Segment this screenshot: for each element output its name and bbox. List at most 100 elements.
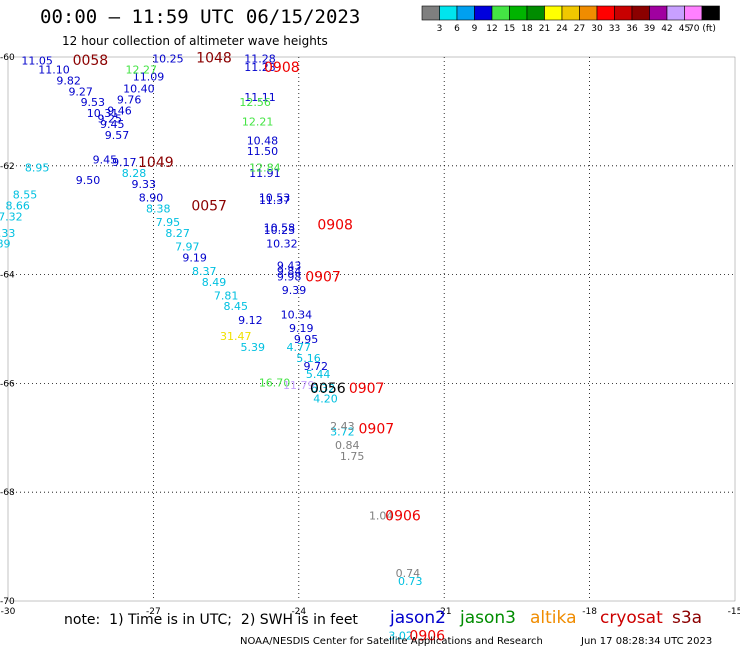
swh-label: 8.37 (192, 265, 217, 278)
colorbar-label: 18 (521, 24, 533, 34)
swh-label: 4.77 (287, 341, 312, 354)
colorbar-label: 70 (ft) (688, 24, 716, 34)
swh-label: 11.23 (244, 61, 276, 74)
series-altika: 31.47 (220, 330, 252, 343)
swh-label: 12.56 (239, 96, 271, 109)
swh-label: 1.04 (369, 510, 394, 523)
swh-label: 0.84 (335, 439, 360, 452)
y-tick-label: -64 (0, 271, 15, 281)
swh-label: 9.72 (304, 360, 329, 373)
swh-label: 11.91 (249, 167, 281, 180)
pass-time-label: 0058 (73, 53, 109, 69)
colorbar-label: 27 (574, 24, 585, 34)
mission-cryosat: cryosat (600, 608, 663, 628)
colorbar-label: 39 (644, 24, 656, 34)
swh-label: 5.44 (306, 368, 331, 381)
colorbar-label: 45 (679, 24, 690, 34)
x-tick-label: -18 (582, 607, 597, 617)
swh-label: 11.09 (133, 71, 165, 84)
y-tick-label: -60 (0, 53, 15, 63)
swh-label: 9.84 (277, 265, 302, 278)
swh-label: 1.75 (340, 450, 365, 463)
y-tick-label: -70 (0, 597, 15, 607)
pass-time-label: 0908 (264, 60, 300, 76)
x-tick-label: -27 (146, 607, 161, 617)
swh-label: 2.43 (330, 420, 355, 433)
pass-time-label: 0908 (317, 218, 353, 234)
swh-label: 9.45 (100, 118, 125, 131)
swh-label: 5.16 (296, 352, 321, 365)
x-tick-label: -30 (1, 607, 16, 617)
plot-border (7, 56, 736, 602)
colorbar-label: 30 (591, 24, 603, 34)
x-tick-label: -24 (291, 607, 306, 617)
swh-label: 12.27 (126, 64, 158, 77)
y-tick-label: -62 (0, 162, 15, 172)
footer-note: note: 1) Time is in UTC; 2) SWH is in fe… (64, 612, 358, 628)
y-tick-label: -66 (0, 379, 15, 389)
series-s3a: 11.79 2.43 0.841.75 1.04 0.74 (283, 379, 420, 580)
swh-label: 16.70 (259, 376, 291, 389)
swh-label: 9.57 (105, 129, 130, 142)
credit-text: NOAA/NESDIS Center for Satellite Applica… (240, 636, 543, 647)
pass-time-label: 0906 (385, 509, 421, 525)
swh-label: 6.89 (0, 238, 11, 251)
swh-label: 8.33 (0, 227, 15, 240)
swh-label: 8.49 (202, 276, 227, 289)
swh-label: 9.46 (107, 104, 132, 117)
swh-label: 9.76 (117, 94, 142, 107)
swh-label: 9.50 (76, 174, 101, 187)
swh-label: 11.11 (244, 91, 276, 104)
axis-ticks: -30 -27 -24 -21 -18 -15 -60 -62 -64 -66 -68 -70 (0, 53, 740, 617)
pass-time-label: 0906 (409, 628, 445, 644)
swh-label: 10.25 (152, 53, 184, 66)
swh-label: 10.58 (264, 221, 296, 234)
swh-label: 3.72 (330, 425, 355, 438)
pass-time-label: 0907 (359, 422, 395, 438)
swh-label: 8.28 (122, 167, 147, 180)
swh-label: 7.97 (175, 240, 200, 253)
swh-label: 8.90 (139, 191, 164, 204)
swh-label: 9.45 (93, 153, 118, 166)
x-tick-label: -21 (437, 607, 452, 617)
pass-time-label: 0056 (310, 381, 346, 397)
swh-label: 7.32 (0, 210, 23, 223)
colorbar-label: 36 (626, 24, 638, 34)
swh-label: 10.34 (281, 308, 313, 321)
swh-label: 9.25 (98, 113, 123, 126)
swh-label: 9.19 (182, 251, 207, 264)
swh-label: 8.66 (5, 200, 30, 213)
swh-label: 10.32 (266, 238, 298, 251)
colorbar-label: 12 (486, 24, 497, 34)
pass-time-label: 0057 (191, 199, 227, 215)
timestamp-text: Jun 17 08:28:34 UTC 2023 (581, 636, 713, 647)
swh-label: 9.82 (56, 74, 81, 87)
swh-label: 12.84 (249, 162, 281, 175)
colorbar-label: 9 (472, 24, 478, 34)
swh-label: 9.19 (289, 322, 314, 335)
swh-label: 9.12 (238, 314, 263, 327)
mission-jason2: jason2 (390, 608, 446, 628)
colorbar-label: 6 (454, 24, 460, 34)
colorbar-label: 42 (661, 24, 672, 34)
colorbar-label: 33 (609, 24, 620, 34)
swh-label: 6.32 (311, 382, 336, 395)
swh-label: 8.38 (146, 202, 171, 215)
pass-time-label: 1048 (196, 51, 232, 67)
swh-label: 9.95 (294, 333, 319, 346)
colorbar-swatch (701, 5, 720, 21)
swh-label: 11.50 (247, 145, 279, 158)
swh-label: 31.47 (220, 330, 252, 343)
mission-s3a: s3a (672, 608, 703, 628)
colorbar-label: 24 (556, 24, 568, 34)
swh-label: 9.27 (68, 85, 93, 98)
colorbar-label: 3 (437, 24, 443, 34)
swh-label: 12.21 (242, 115, 274, 128)
grid (7, 56, 736, 602)
swh-label: 8.45 (224, 300, 249, 313)
swh-label: 3.02 (388, 629, 413, 642)
